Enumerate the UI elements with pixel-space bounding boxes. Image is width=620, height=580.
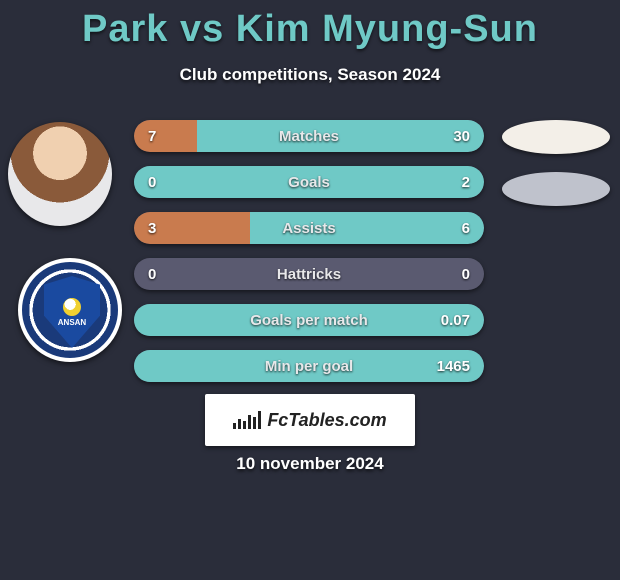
player2-silhouette xyxy=(502,172,610,206)
club-text: ANSAN xyxy=(58,318,86,327)
stat-row: 0Hattricks0 xyxy=(134,258,484,290)
stat-label: Hattricks xyxy=(134,258,484,290)
stat-right-value: 2 xyxy=(462,166,470,198)
branding-text: FcTables.com xyxy=(267,410,386,431)
chart-icon xyxy=(233,411,261,429)
branding-badge: FcTables.com xyxy=(205,394,415,446)
stat-label: Goals xyxy=(134,166,484,198)
page-title: Park vs Kim Myung-Sun xyxy=(0,0,620,51)
stat-label: Goals per match xyxy=(134,304,484,336)
stats-panel: 7Matches300Goals23Assists60Hattricks0Goa… xyxy=(134,120,484,396)
ball-icon xyxy=(63,298,81,316)
stat-label: Matches xyxy=(134,120,484,152)
stat-right-value: 30 xyxy=(453,120,470,152)
stat-row: Min per goal1465 xyxy=(134,350,484,382)
stat-right-value: 0 xyxy=(462,258,470,290)
stat-label: Min per goal xyxy=(134,350,484,382)
player2-avatar: ANSAN xyxy=(18,258,122,362)
stat-label: Assists xyxy=(134,212,484,244)
date-label: 10 november 2024 xyxy=(0,454,620,474)
stat-right-value: 0.07 xyxy=(441,304,470,336)
stat-row: 3Assists6 xyxy=(134,212,484,244)
player1-avatar xyxy=(8,122,112,226)
subtitle: Club competitions, Season 2024 xyxy=(0,65,620,85)
stat-right-value: 6 xyxy=(462,212,470,244)
stat-row: Goals per match0.07 xyxy=(134,304,484,336)
player1-silhouette xyxy=(502,120,610,154)
club-crest: ANSAN xyxy=(44,276,100,348)
stat-right-value: 1465 xyxy=(437,350,470,382)
stat-row: 7Matches30 xyxy=(134,120,484,152)
stat-row: 0Goals2 xyxy=(134,166,484,198)
